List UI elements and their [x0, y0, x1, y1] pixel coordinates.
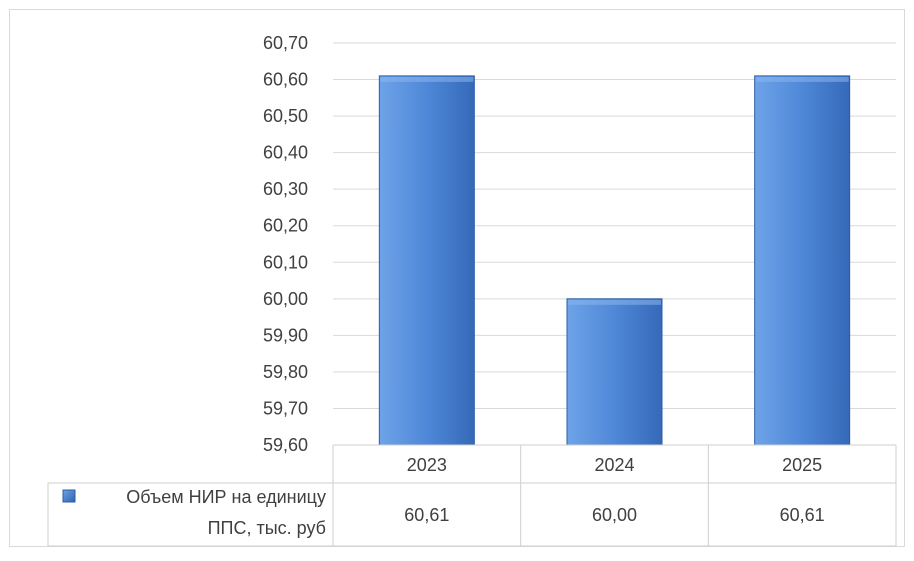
y-tick-label: 59,70: [263, 398, 308, 418]
bar-2023: [378, 75, 475, 446]
category-label: 2025: [782, 455, 822, 475]
table-value: 60,61: [404, 505, 449, 525]
y-axis-tick-labels: 59,60 59,70 59,80 59,90 60,00 60,10 60,20 60,30…: [263, 33, 308, 455]
bar-2024: [566, 298, 663, 446]
y-tick-label: 60,40: [263, 143, 308, 163]
y-tick-label: 60,30: [263, 179, 308, 199]
y-tick-label: 59,90: [263, 325, 308, 345]
legend-label: ППС, тыс. руб: [208, 518, 326, 538]
bar-highlight: [568, 299, 661, 305]
table-value: 60,61: [780, 505, 825, 525]
y-tick-label: 59,80: [263, 362, 308, 382]
y-tick-label: 60,10: [263, 252, 308, 272]
legend-swatch: [62, 489, 76, 503]
bar-highlight: [380, 76, 474, 82]
bar-2025: [754, 75, 851, 446]
y-tick-label: 60,70: [263, 33, 308, 53]
table-value: 60,00: [592, 505, 637, 525]
y-tick-label: 60,20: [263, 216, 308, 236]
legend-label: Объем НИР на единицу: [126, 487, 326, 507]
y-tick-label: 60,60: [263, 70, 308, 90]
category-label: 2024: [594, 455, 634, 475]
data-table: 2023 60,61 2024 60,00 2025 60,61 Объем НИР на …: [47, 444, 897, 547]
y-tick-label: 60,00: [263, 289, 308, 309]
category-label: 2023: [407, 455, 447, 475]
bars: [378, 75, 851, 446]
bar-highlight: [755, 76, 849, 82]
y-tick-label: 60,50: [263, 106, 308, 126]
y-tick-label: 59,60: [263, 435, 308, 455]
